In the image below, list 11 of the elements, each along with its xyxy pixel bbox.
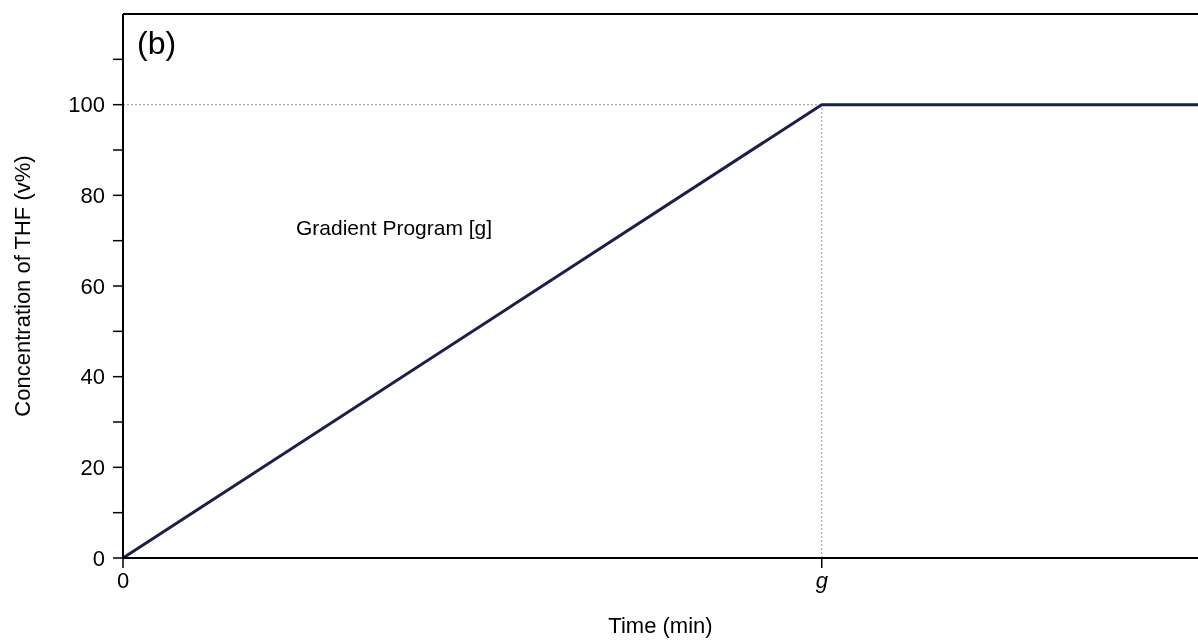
y-tick-label: 60 — [80, 273, 105, 299]
y-tick-label: 0 — [92, 545, 105, 571]
y-tick-label: 40 — [80, 364, 105, 390]
x-tick-label: g — [815, 568, 829, 593]
y-tick-label: 80 — [80, 183, 105, 209]
y-axis-title: Concentration of THF (v%) — [10, 155, 35, 417]
y-tick-label: 20 — [80, 455, 105, 481]
y-tick-label: 100 — [68, 92, 105, 118]
chart-title: (b) — [137, 25, 177, 61]
annotation: Gradient Program [g] — [296, 216, 493, 239]
x-axis-title: Time (min) — [608, 613, 713, 638]
